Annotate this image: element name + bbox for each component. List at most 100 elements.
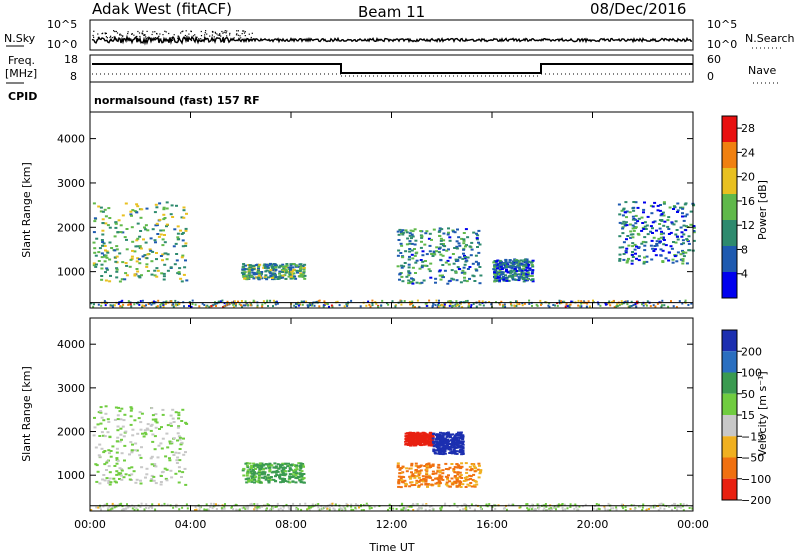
data-cell [592, 507, 595, 510]
data-cell [305, 300, 308, 303]
data-cell [248, 266, 252, 269]
data-cell [671, 258, 675, 261]
data-cell [469, 469, 473, 472]
data-cell [597, 507, 600, 510]
data-cell [526, 507, 529, 510]
data-cell [438, 469, 442, 472]
data-cell [295, 468, 299, 471]
data-cell [493, 271, 497, 274]
data-cell [365, 304, 368, 307]
data-cell [358, 506, 360, 509]
data-cell [466, 299, 469, 302]
data-cell [420, 236, 424, 239]
data-cell [94, 446, 98, 449]
data-cell [115, 473, 119, 476]
data-cell [244, 478, 248, 481]
data-cell [631, 233, 635, 236]
data-cell [161, 437, 165, 440]
nsearch-point [237, 30, 239, 32]
data-cell [558, 302, 561, 305]
data-cell [401, 471, 405, 474]
data-cell [505, 268, 508, 271]
data-cell [288, 467, 292, 470]
data-cell [212, 304, 215, 307]
data-cell [274, 506, 277, 508]
data-cell [162, 208, 166, 211]
data-cell [640, 242, 644, 245]
data-cell [399, 242, 403, 245]
data-cell [439, 431, 442, 434]
data-cell [446, 447, 450, 450]
data-cell [453, 247, 457, 249]
data-cell [100, 431, 104, 434]
data-cell [380, 304, 383, 307]
data-cell [508, 270, 512, 273]
nsearch-point [193, 37, 195, 39]
data-cell [300, 475, 304, 478]
data-cell [682, 233, 686, 236]
data-cell [513, 272, 517, 275]
data-cell [151, 433, 155, 436]
data-cell [274, 268, 278, 271]
data-cell [113, 465, 117, 467]
data-cell [215, 508, 218, 510]
data-cell [124, 272, 128, 275]
data-cell [367, 300, 370, 303]
velocity-colorbar-label: Velocity [m s⁻¹] [756, 371, 769, 456]
data-cell [503, 303, 506, 306]
data-cell [159, 305, 162, 308]
data-cell [136, 245, 140, 248]
data-cell [458, 256, 462, 259]
data-cell [120, 468, 124, 471]
data-cell [105, 267, 109, 270]
data-cell [104, 215, 108, 218]
data-cell [99, 506, 102, 509]
data-cell [444, 483, 448, 486]
data-cell [375, 302, 378, 305]
data-cell [448, 304, 451, 307]
data-cell [455, 441, 459, 444]
data-cell [282, 266, 286, 268]
data-cell [675, 229, 679, 231]
nsearch-point [243, 30, 245, 32]
data-cell [469, 482, 473, 484]
data-cell [95, 263, 98, 266]
data-cell [252, 474, 256, 477]
data-cell [364, 504, 367, 507]
nsky-trace [91, 30, 693, 46]
data-cell [429, 262, 433, 265]
nsearch-point [185, 30, 187, 32]
data-cell [163, 502, 166, 505]
data-cell [430, 435, 433, 438]
nsearch-point [102, 32, 104, 34]
data-cell [434, 434, 438, 436]
data-cell [180, 420, 184, 422]
data-cell [270, 508, 273, 511]
data-cell [634, 227, 637, 230]
data-cell [454, 258, 458, 261]
data-cell [421, 503, 424, 506]
data-cell [103, 450, 107, 452]
data-cell [281, 274, 285, 277]
colorbar-segment [722, 457, 737, 479]
data-cell [676, 506, 679, 508]
data-cell [114, 406, 118, 409]
data-cell [169, 414, 173, 417]
data-cell [301, 265, 305, 267]
data-cell [432, 448, 436, 451]
data-cell [139, 456, 143, 459]
data-cell [518, 263, 522, 266]
data-cell [281, 271, 285, 273]
data-cell [130, 451, 134, 454]
data-cell [144, 476, 147, 479]
data-cell [502, 278, 506, 281]
data-cell [448, 236, 452, 239]
data-cell [365, 502, 368, 505]
nsearch-point [225, 32, 227, 34]
data-cell [149, 302, 151, 305]
data-cell [100, 275, 104, 277]
data-cell [641, 506, 644, 509]
data-cell [498, 276, 502, 279]
data-cell [158, 218, 162, 221]
data-cell [432, 450, 436, 453]
